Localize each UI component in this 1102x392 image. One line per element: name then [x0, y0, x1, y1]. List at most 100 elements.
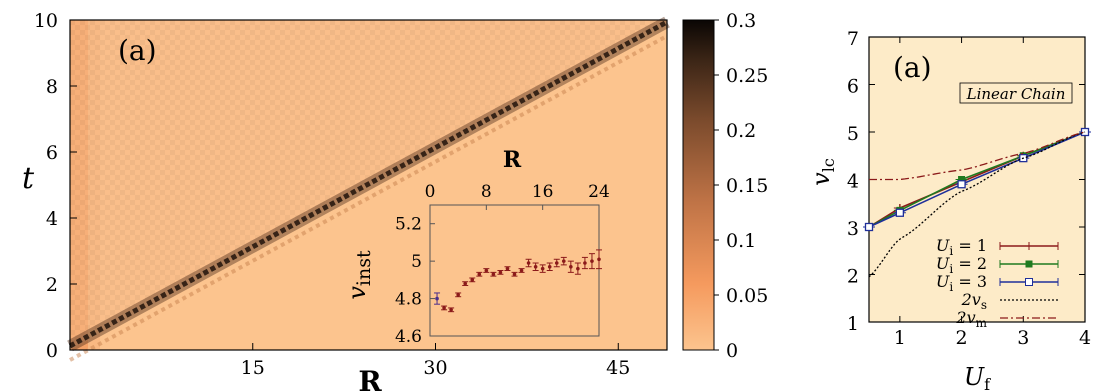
inset-ticks: 0 8 16 24 4.6 4.8 5 5.2 — [395, 182, 610, 347]
colorbar-tick-label: 0.05 — [726, 285, 768, 307]
marker — [864, 222, 874, 232]
line-series — [863, 127, 1091, 278]
heatmap-x-axis-label: R — [358, 365, 382, 392]
marker — [576, 266, 580, 271]
y-tick-label: 5 — [847, 123, 859, 145]
series-line — [868, 131, 1086, 278]
colorbar-ticks: 0 0.05 0.1 0.15 0.2 0.25 0.3 — [714, 10, 768, 362]
inset-data-point — [448, 307, 455, 313]
x-tick-label: 30 — [423, 357, 447, 379]
inset-data-point — [441, 305, 448, 311]
inset-data-point — [553, 258, 560, 268]
colorbar-gradient — [682, 19, 715, 351]
marker — [470, 278, 475, 282]
y-tick-label: 1 — [847, 313, 859, 335]
y-tick-label: 2 — [847, 266, 859, 288]
marker — [477, 272, 482, 277]
series-4 — [868, 131, 1086, 278]
x-tick-label: 1 — [894, 327, 906, 349]
marker — [526, 261, 531, 265]
marker — [512, 272, 517, 277]
inset-y-tick-label: 4.8 — [395, 290, 422, 310]
inset-x-tick-label: 8 — [481, 182, 492, 202]
inset-data-point — [504, 266, 511, 271]
heatmap-body — [67, 16, 670, 362]
x-tick-label: 3 — [1017, 327, 1029, 349]
annotation-box — [959, 82, 1073, 104]
inset-plot: 0 8 16 24 4.6 4.8 5 5.2 R vinst — [343, 147, 610, 347]
inset-data-point — [560, 256, 567, 266]
legend-label: Ui = 2 — [936, 254, 987, 276]
y-tick-label: 8 — [46, 76, 58, 98]
marker — [561, 259, 566, 263]
marker — [590, 259, 594, 263]
colorbar-tick-label: 0.2 — [726, 120, 756, 142]
inset-frame — [429, 204, 600, 337]
legend-label: 2vs — [961, 290, 987, 312]
marker — [958, 176, 966, 183]
x-tick-label: 4 — [1079, 327, 1091, 349]
marker — [547, 264, 552, 269]
legend-label: Ui = 1 — [936, 236, 987, 258]
marker — [597, 257, 601, 262]
colorbar-tick-label: 0.1 — [726, 230, 756, 252]
legend-label: Ui = 3 — [936, 272, 987, 294]
colorbar-tick-label: 0.15 — [726, 175, 768, 197]
marker — [442, 306, 446, 310]
inset-data-point — [518, 268, 525, 273]
inset-x-tick-label: 24 — [588, 182, 610, 202]
line-y-axis-label: vlc — [807, 158, 838, 186]
inset-data-point — [596, 249, 602, 270]
marker — [895, 208, 905, 217]
marker — [533, 264, 538, 269]
inset-data-point — [546, 262, 553, 271]
series-5 — [869, 131, 1086, 181]
legend-label: 2vm — [955, 308, 987, 330]
inset-data-point — [525, 258, 532, 268]
inset-x-axis-label: R — [503, 147, 522, 173]
heatmap-y-ticks: 0 2 4 6 8 10 — [34, 10, 77, 362]
y-tick-label: 6 — [847, 76, 859, 98]
inset-data-point — [588, 253, 595, 270]
heatmap-frame — [69, 19, 668, 351]
inset-data-point — [497, 270, 504, 275]
marker — [554, 261, 559, 265]
line-panel-label: (a) — [893, 51, 932, 84]
colorbar: 0 0.05 0.1 0.15 0.2 0.25 0.3 — [682, 10, 768, 362]
inset-y-tick-label: 5 — [411, 252, 422, 272]
inset-data-point — [455, 292, 462, 298]
colorbar-tick-label: 0.25 — [726, 65, 768, 87]
marker — [498, 270, 503, 275]
marker — [463, 281, 468, 286]
y-tick-label: 7 — [847, 28, 859, 50]
inset-data-point — [511, 271, 518, 277]
line-ticks: 1 2 3 4 5 6 7 1 2 3 4 — [847, 28, 1091, 349]
inset-data-point — [434, 292, 441, 305]
heatmap-x-ticks: 15 30 45 — [241, 343, 630, 379]
x-tick-label: 15 — [241, 357, 265, 379]
heatmap-y-axis-label: t — [22, 161, 35, 196]
inset-data-point — [476, 271, 483, 277]
inset-data-point — [469, 277, 476, 283]
y-tick-label: 6 — [46, 142, 58, 164]
inset-data-point — [483, 268, 490, 273]
series-3 — [863, 127, 1091, 232]
legend-marker — [1025, 260, 1033, 268]
annotation-text: Linear Chain — [966, 85, 1066, 103]
inset-x-tick-label: 0 — [425, 182, 436, 202]
x-tick-label: 2 — [956, 327, 968, 349]
y-tick-label: 2 — [46, 274, 58, 296]
front-line — [68, 19, 669, 349]
marker — [583, 261, 587, 265]
y-tick-label: 3 — [847, 218, 859, 240]
inset-y-tick-label: 5.2 — [395, 215, 422, 235]
y-tick-label: 4 — [847, 171, 859, 193]
y-tick-label: 10 — [34, 10, 58, 32]
inset-data-point — [574, 262, 581, 275]
legend-marker — [1025, 278, 1033, 286]
inset-data-point — [567, 260, 574, 273]
series-line — [869, 131, 1086, 181]
inset-y-axis-label: vinst — [343, 250, 375, 300]
